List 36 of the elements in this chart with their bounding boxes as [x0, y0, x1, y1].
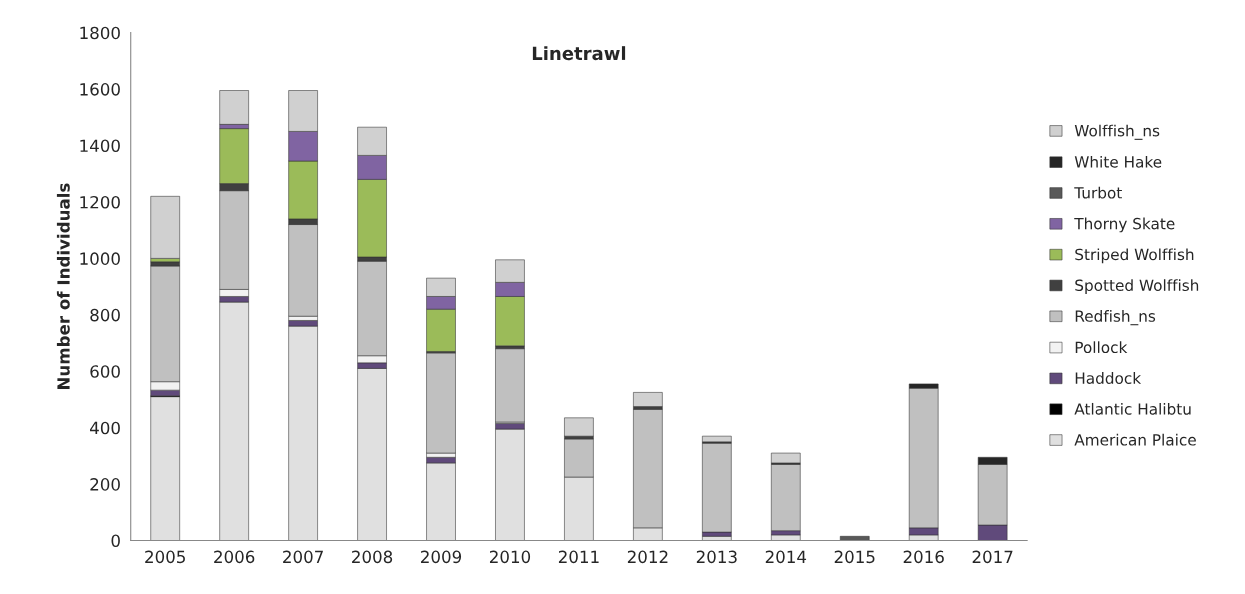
y-tick-label: 1600 [80, 83, 120, 96]
legend-label: Pollock [1075, 341, 1128, 354]
x-tick-label: 2017 [972, 550, 1013, 564]
legend-label: White Hake [1074, 155, 1162, 168]
y-tick-label: 1200 [80, 195, 120, 209]
legend-label: American Plaice [1074, 433, 1196, 446]
legend-label: Redfish_ns [1075, 310, 1156, 326]
x-tick-label: 2006 [214, 550, 255, 564]
x-tick-label: 2009 [421, 550, 462, 564]
legend-label: Spotted Wolffish [1075, 279, 1199, 294]
x-tick-label: 2011 [558, 550, 599, 564]
legend-label: Wolffish_ns [1074, 124, 1160, 140]
legend-label: Thorny Skate [1074, 217, 1175, 233]
x-tick-label: 2014 [765, 550, 807, 564]
x-tick-label: 2015 [834, 550, 875, 564]
y-tick-label: 1800 [80, 26, 120, 40]
y-tick-label: 800 [90, 308, 120, 322]
y-axis-title: Number of Individuals [56, 183, 70, 390]
legend-label: Striped Wolffish [1075, 248, 1194, 264]
y-tick-label: 400 [90, 421, 120, 435]
y-tick-label: 0 [111, 534, 120, 548]
x-tick-label: 2016 [903, 550, 944, 564]
y-tick-label: 200 [90, 478, 120, 491]
y-tick-label: 1000 [80, 252, 120, 265]
x-tick-label: 2005 [145, 550, 185, 564]
text: Linetrawl [532, 46, 626, 61]
x-tick-label: 2008 [352, 550, 393, 564]
legend-label: Atlantic Halibtu [1074, 402, 1191, 415]
legend-label: Haddock [1075, 372, 1142, 384]
x-tick-label: 2010 [489, 550, 531, 564]
legend-label: Turbot [1074, 186, 1122, 199]
x-tick-label: 2007 [283, 550, 323, 564]
x-tick-label: 2012 [627, 550, 668, 564]
y-tick-label: 600 [90, 365, 120, 378]
y-tick-label: 1400 [80, 139, 120, 153]
x-tick-label: 2013 [696, 550, 737, 564]
